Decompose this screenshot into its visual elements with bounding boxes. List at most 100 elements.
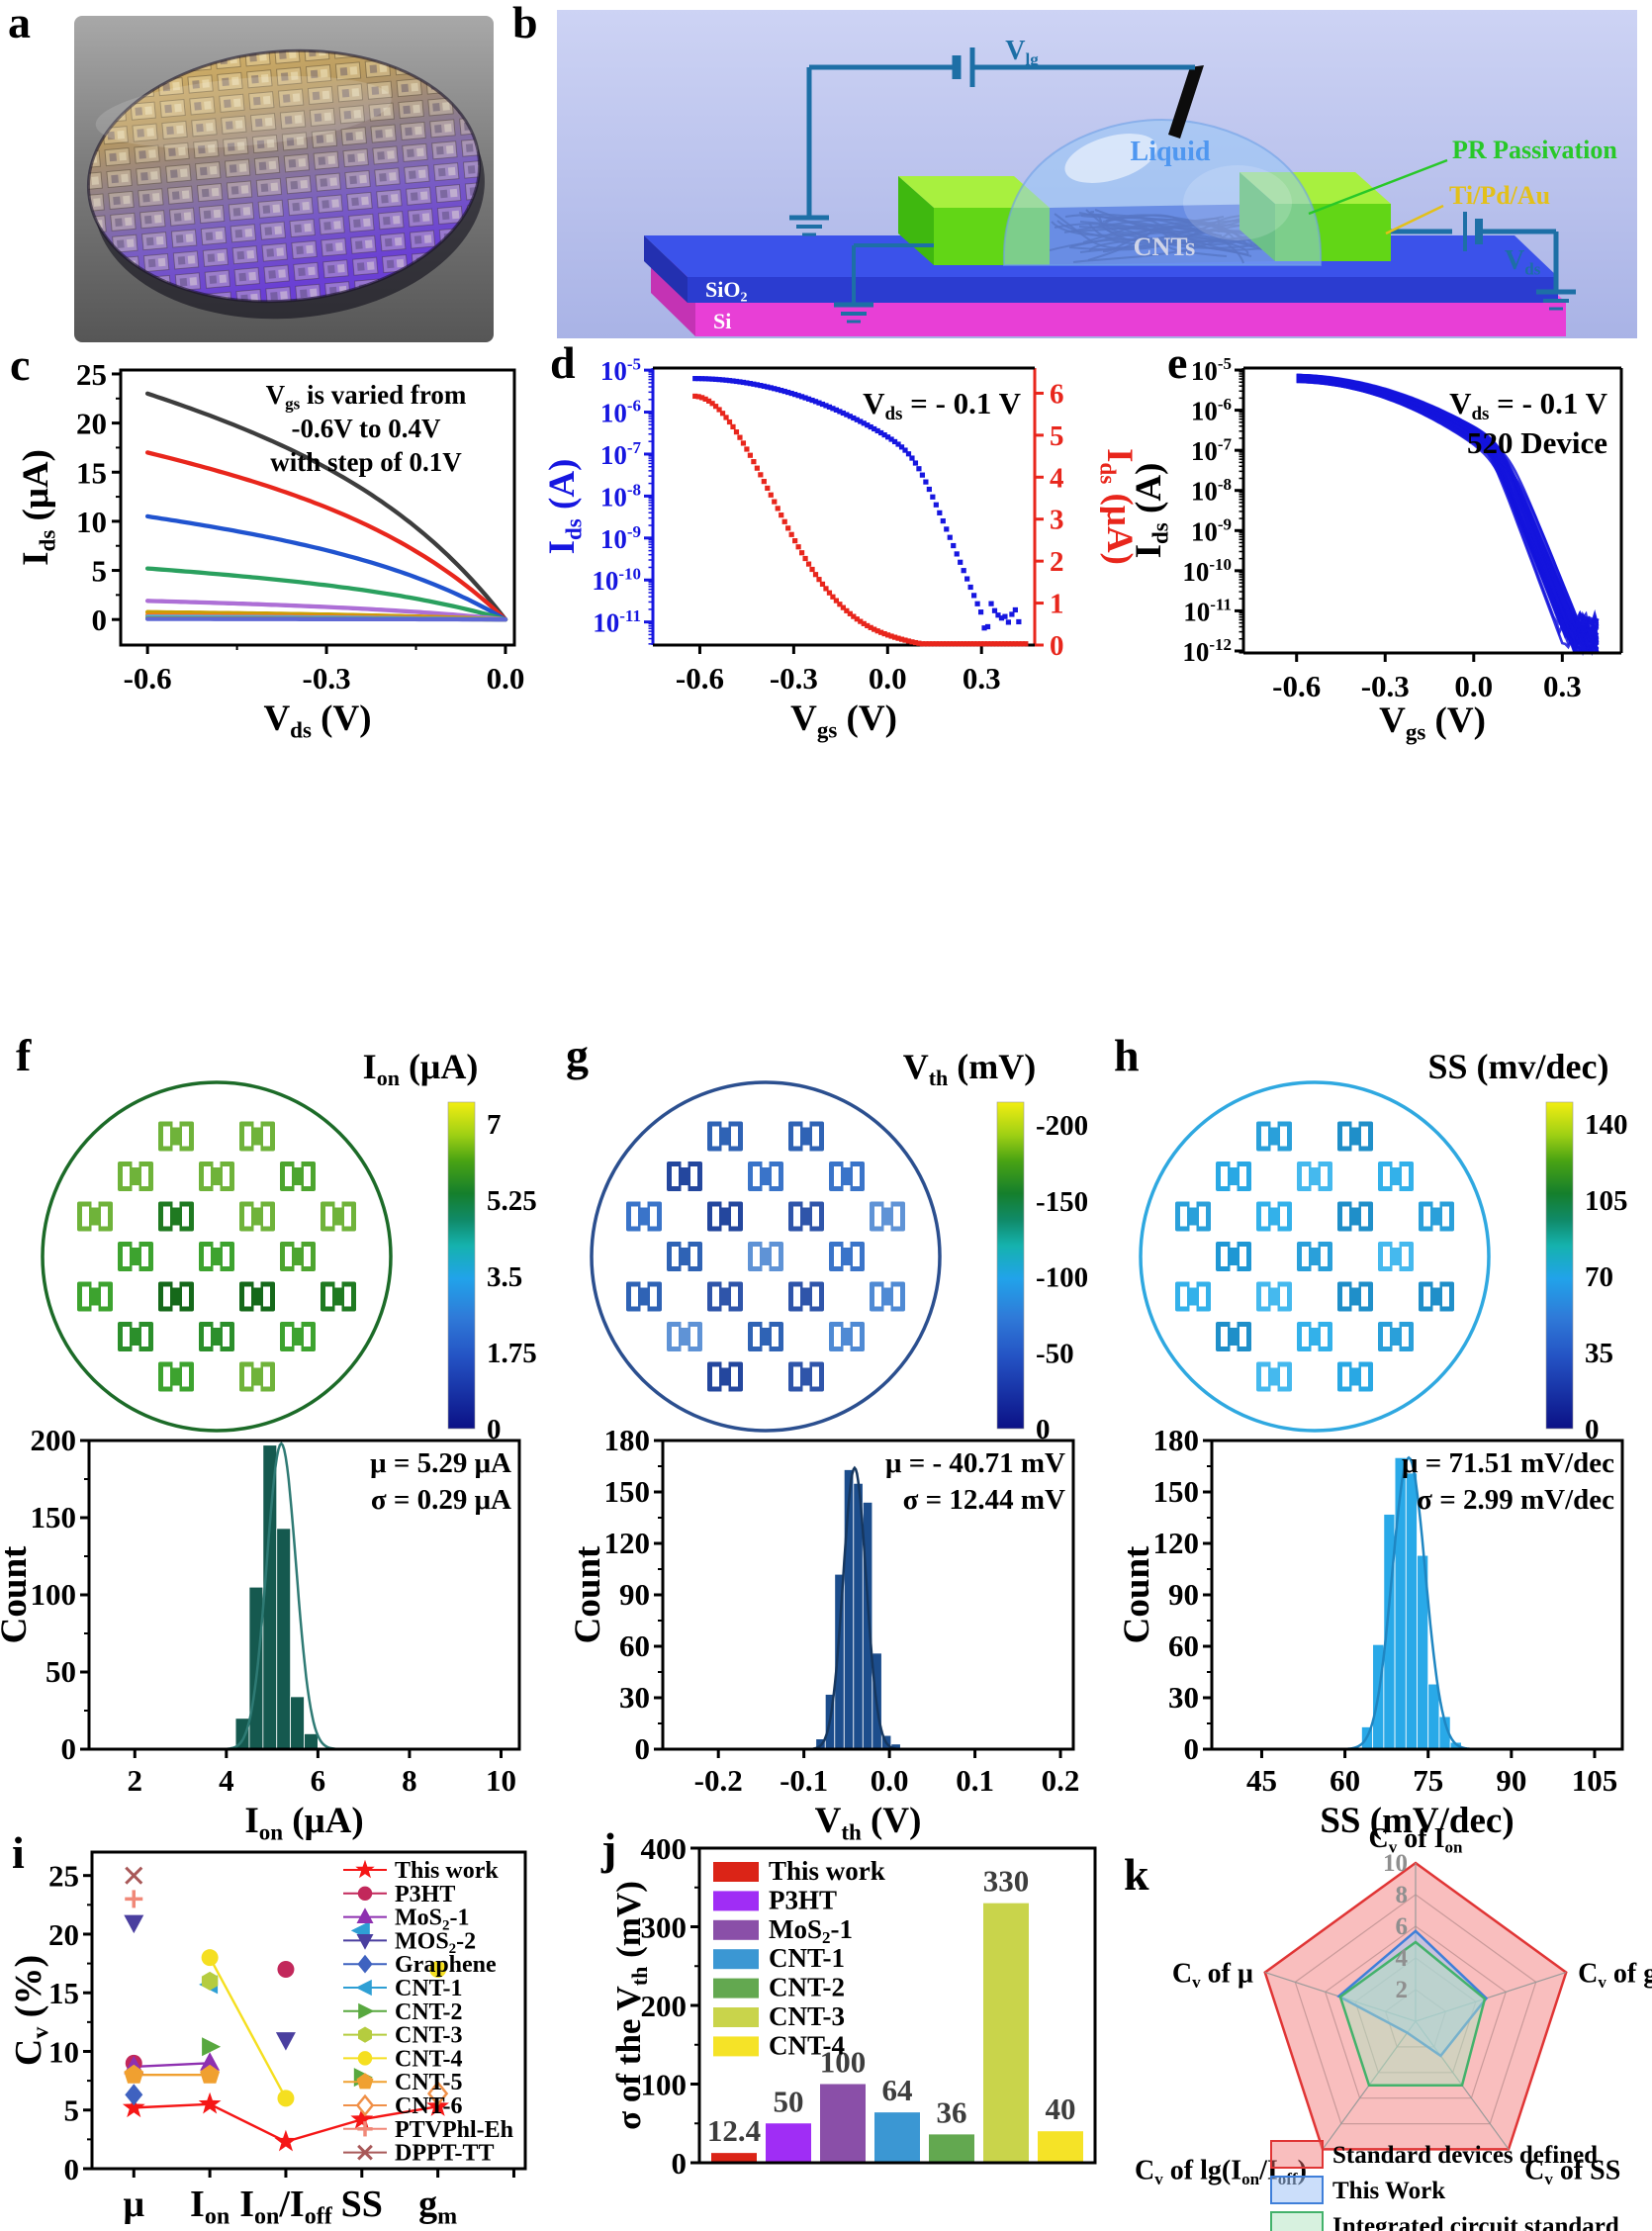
legend-label: PTVPhl-Eh <box>395 2117 513 2143</box>
device-band-curves <box>1296 373 1600 657</box>
colorbar-tick: 3.5 <box>487 1261 522 1293</box>
y-axis-label: Ids (A) <box>1129 463 1172 559</box>
legend-label: CNT-1 <box>395 1976 462 2001</box>
device-cells <box>77 1121 356 1392</box>
svg-text:30: 30 <box>619 1680 650 1715</box>
svg-text:20: 20 <box>76 407 107 441</box>
wafer-photo-panel <box>74 16 494 342</box>
svg-text:5: 5 <box>92 554 108 589</box>
panel-label-i: i <box>12 1827 25 1878</box>
svg-text:90: 90 <box>1168 1577 1199 1612</box>
svg-text:20: 20 <box>48 1917 79 1952</box>
vlg-label: Vlg <box>1005 36 1039 69</box>
colorbar-tick: -150 <box>1036 1186 1088 1218</box>
svg-text:-0.6: -0.6 <box>676 661 724 696</box>
svg-text:10-11: 10-11 <box>593 606 641 638</box>
legend-label: Integrated circuit standard <box>1332 2213 1619 2231</box>
svg-text:25: 25 <box>76 357 107 392</box>
category-label: SS <box>341 2184 383 2225</box>
svg-text:0: 0 <box>1184 1731 1200 1766</box>
sio2-label: SiO2 <box>705 277 747 305</box>
wafer-outline <box>1139 1080 1491 1433</box>
svg-text:0: 0 <box>635 1731 651 1766</box>
wafer-outline <box>41 1080 393 1433</box>
panel-label-c: c <box>10 339 31 390</box>
svg-text:100: 100 <box>31 1577 77 1612</box>
svg-text:10-5: 10-5 <box>600 354 641 386</box>
svg-text:1: 1 <box>1050 589 1064 620</box>
wafer <box>86 48 485 320</box>
axis-label-mu: Cv of μ <box>1172 1959 1253 1993</box>
map-title: Ion (μA) <box>363 1047 479 1090</box>
svg-text:5: 5 <box>1050 420 1064 452</box>
bars: 12.4 50 100 64 36 330 40 <box>707 1864 1083 2163</box>
svg-text:100: 100 <box>641 2068 688 2102</box>
y-axis-label: σ of the Vth (mV) <box>609 1881 652 2130</box>
svg-text:-0.6: -0.6 <box>1272 669 1321 703</box>
colorbar-tick: -200 <box>1036 1110 1088 1142</box>
bar-value-label: 50 <box>774 2084 804 2118</box>
svg-text:400: 400 <box>641 1831 688 1866</box>
annotation-vds: Vds = - 0.1 V <box>1449 386 1608 424</box>
panel-label-b: b <box>512 0 538 47</box>
colorbar-tick: 1.75 <box>487 1338 537 1369</box>
x-axis-label: Ion (μA) <box>244 1801 363 1844</box>
transfer-curve-chart: 10-5 10-6 10-7 10-8 10-9 10-10 10-11 0 1 2 3 4 5 6 -0.… <box>542 354 1140 742</box>
svg-text:10-7: 10-7 <box>1191 434 1233 466</box>
radial-tick: 8 <box>1396 1882 1409 1908</box>
svg-text:8: 8 <box>402 1763 417 1798</box>
svg-text:90: 90 <box>619 1577 650 1612</box>
svg-text:10-5: 10-5 <box>1191 354 1232 386</box>
legend-label: CNT-4 <box>769 2030 845 2060</box>
svg-text:30: 30 <box>1168 1680 1199 1715</box>
svg-text:6: 6 <box>1050 378 1064 410</box>
colorbar-tick: 0 <box>1036 1414 1051 1445</box>
y-axis-label: Count <box>568 1545 608 1643</box>
bar-value-label: 64 <box>882 2073 913 2107</box>
legend-label: This Work <box>1332 2178 1445 2204</box>
svg-text:10-8: 10-8 <box>1191 475 1232 507</box>
panel-label-f: f <box>16 1030 32 1080</box>
svg-text:-0.1: -0.1 <box>780 1763 828 1798</box>
right-y-axis-label: Ids (μA) <box>1096 448 1140 565</box>
legend-label: MOS2-2 <box>395 1928 476 1957</box>
svg-text:120: 120 <box>604 1526 651 1560</box>
svg-text:3: 3 <box>1050 505 1064 536</box>
annotation-line: Vgs is varied from <box>266 380 467 413</box>
legend-label: Standard devices defined <box>1332 2142 1598 2169</box>
stats-annotation: μ = - 40.71 mV <box>885 1447 1065 1479</box>
svg-text:-0.2: -0.2 <box>694 1763 743 1798</box>
legend: Standard devices defined This Work Integra… <box>1270 2140 1619 2231</box>
stats-annotation: σ = 2.99 mV/dec <box>1417 1484 1614 1516</box>
annotation: Vds = - 0.1 V <box>863 386 1022 424</box>
log-transfer-curve <box>692 376 1022 631</box>
legend-label: CNT-3 <box>395 2023 462 2049</box>
svg-text:25: 25 <box>48 1859 79 1894</box>
electrode <box>898 176 1050 208</box>
colorbar <box>996 1101 1025 1430</box>
svg-text:60: 60 <box>1168 1628 1199 1663</box>
colorbar-tick: 70 <box>1585 1261 1613 1293</box>
category-label: Ion/Ioff <box>239 2184 333 2230</box>
svg-text:0: 0 <box>672 2146 688 2181</box>
category-label: gm <box>418 2184 457 2230</box>
legend-label: MoS2-1 <box>395 1906 470 1934</box>
svg-text:50: 50 <box>46 1654 76 1689</box>
svg-text:200: 200 <box>641 1989 688 2023</box>
svg-text:-0.3: -0.3 <box>303 661 351 696</box>
legend-label: This work <box>395 1858 499 1884</box>
panel-label-e: e <box>1167 337 1188 388</box>
bar-value-label: 36 <box>937 2094 967 2129</box>
svg-text:15: 15 <box>76 455 107 490</box>
device-cells <box>1175 1121 1454 1392</box>
ion-wafer-map: Ion (μA)7 5.25 3.5 1.75 0 <box>41 1047 537 1445</box>
y-axis-label: Cv (%) <box>8 1955 54 2066</box>
cnts-label: CNTs <box>1134 232 1196 261</box>
svg-text:0.3: 0.3 <box>1543 669 1582 703</box>
legend-label: DPPT-TT <box>395 2141 494 2167</box>
svg-text:2: 2 <box>128 1763 143 1798</box>
y-axis-label: Count <box>0 1545 35 1643</box>
bar-value-label: 330 <box>983 1864 1030 1899</box>
y-axis-label: Ids (μA) <box>16 449 59 566</box>
